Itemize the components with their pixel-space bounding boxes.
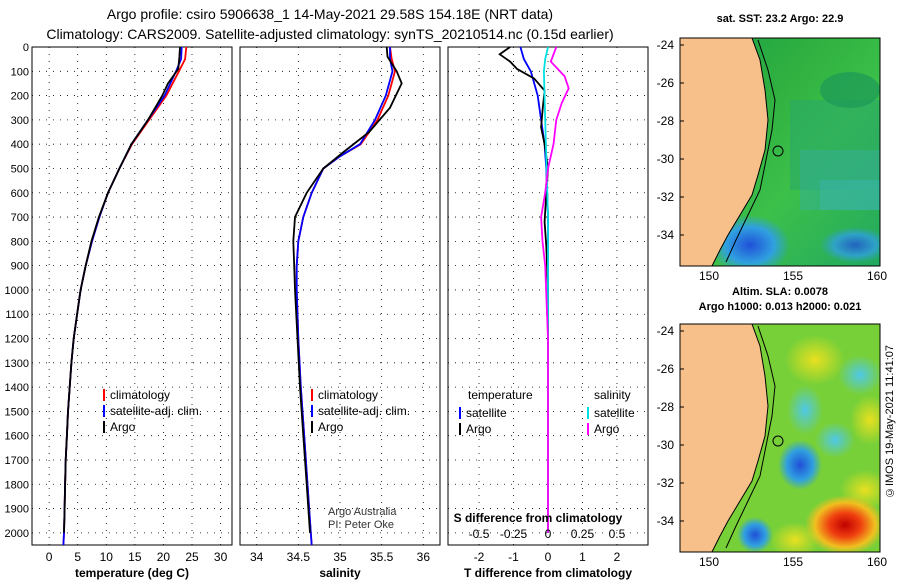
x-tick-label: 36 [417, 550, 431, 564]
x-axis-label: T difference from climatology [464, 566, 632, 580]
x-axis-label: salinity [319, 566, 361, 580]
legend-label: Argo [594, 422, 620, 436]
x-tick-label: 30 [214, 550, 228, 564]
y-tick-label: 700 [11, 212, 29, 224]
series-line-argo [63, 46, 181, 533]
y-tick-label: 600 [11, 188, 29, 200]
series-line-argo [292, 46, 403, 533]
y-tick-label: 400 [11, 139, 29, 151]
y-tick-label: 1000 [5, 285, 29, 297]
x-tick-label: 25 [185, 550, 199, 564]
secondary-tick-label: 0 [545, 527, 552, 541]
y-tick-label: 0 [23, 42, 29, 54]
x-tick-label: 0 [545, 550, 552, 564]
plot-frame [31, 46, 233, 546]
legend-label: Argo [466, 422, 492, 436]
x-tick-label: 20 [157, 550, 171, 564]
sla-map-title: Altim. SLA: 0.0078 [732, 286, 828, 298]
x-tick-label: -2 [474, 550, 485, 564]
x-tick-label: 1 [579, 550, 586, 564]
header-line-1: Argo profile: csiro 5906638_1 14-May-202… [106, 6, 554, 22]
y-tick-label: 1900 [5, 504, 29, 516]
credit-line-2: PI: Peter Oke [328, 519, 394, 531]
legend-label: Argo [318, 420, 344, 434]
legend-title-salinity: salinity [594, 388, 631, 402]
sla-map-lon-tick: 155 [783, 555, 803, 569]
imos-timestamp: ©IMOS 19-May-2021 11:41:07 [884, 345, 896, 499]
y-tick-label: 1500 [5, 406, 29, 418]
sla-map-subtitle: Argo h1000: 0.013 h2000: 0.021 [698, 301, 862, 313]
y-tick-label: 300 [11, 115, 29, 127]
x-tick-label: 34.5 [287, 550, 311, 564]
secondary-tick-label: -0.25 [500, 527, 528, 541]
header-line-2: Climatology: CARS2009. Satellite-adjuste… [46, 26, 614, 42]
secondary-tick-label: -0.5 [469, 527, 490, 541]
y-tick-label: 2000 [5, 528, 29, 540]
x-tick-label: 34 [250, 550, 264, 564]
legend-label: satellite [466, 406, 507, 420]
x-axis-label: temperature (deg C) [75, 566, 189, 580]
sst-map-lon-tick: 160 [867, 269, 887, 283]
sla-map-lon-tick: 160 [867, 555, 887, 569]
series-line-t-argo [498, 46, 549, 533]
y-tick-label: 1300 [5, 358, 29, 370]
sst-map [680, 38, 880, 266]
x-tick-label: 0 [46, 550, 53, 564]
y-tick-label: 500 [11, 163, 29, 175]
temperature-panel: 0100200300400500600700800900100011001200… [5, 42, 233, 580]
secondary-axis-label: S difference from climatology [454, 511, 623, 525]
x-tick-label: 2 [614, 550, 621, 564]
y-tick-label: 1200 [5, 334, 29, 346]
credit-line-1: Argo Australia [328, 506, 397, 518]
secondary-tick-label: 0.25 [571, 527, 595, 541]
sst-map-title: sat. SST: 23.2 Argo: 22.9 [716, 13, 844, 25]
x-tick-label: 35.5 [370, 550, 394, 564]
secondary-tick-label: 0.5 [609, 527, 626, 541]
series-line-s-satellite [542, 46, 549, 533]
legend-label: satellite-adj. clim. [318, 404, 410, 418]
sla-map [680, 324, 880, 552]
y-tick-label: 1700 [5, 455, 29, 467]
y-tick-label: 900 [11, 261, 29, 273]
legend-title-temperature: temperature [468, 388, 533, 402]
legend-label: Argo [110, 420, 136, 434]
y-tick-label: 1400 [5, 382, 29, 394]
y-tick-label: 200 [11, 91, 29, 103]
y-tick-label: 1800 [5, 479, 29, 491]
x-tick-label: -1 [508, 550, 519, 564]
sst-map-lon-tick: 150 [699, 269, 719, 283]
profile-plots: 0100200300400500600700800900100011001200… [5, 42, 649, 580]
legend-label: climatology [318, 388, 378, 402]
legend-label: satellite-adj. clim. [110, 404, 202, 418]
sla-map-lon-tick: 150 [699, 555, 719, 569]
x-tick-label: 15 [128, 550, 142, 564]
plot-frame [239, 46, 441, 546]
salinity-panel: 34 34.5 35 35.5 36 salinity climatology satelli… [239, 46, 441, 580]
y-tick-label: 800 [11, 236, 29, 248]
difference-panel: -2 -1 0 1 2 T difference from climatology temp… [447, 46, 649, 580]
legend-label: satellite [594, 406, 635, 420]
x-tick-label: 5 [74, 550, 81, 564]
x-tick-label: 10 [100, 550, 114, 564]
y-tick-label: 1100 [5, 309, 29, 321]
y-tick-label: 1600 [5, 431, 29, 443]
series-line-s-argo [540, 46, 570, 533]
sst-map-lon-tick: 155 [783, 269, 803, 283]
x-tick-label: 35 [333, 550, 347, 564]
y-tick-label: 100 [11, 66, 29, 78]
legend-label: climatology [110, 388, 170, 402]
